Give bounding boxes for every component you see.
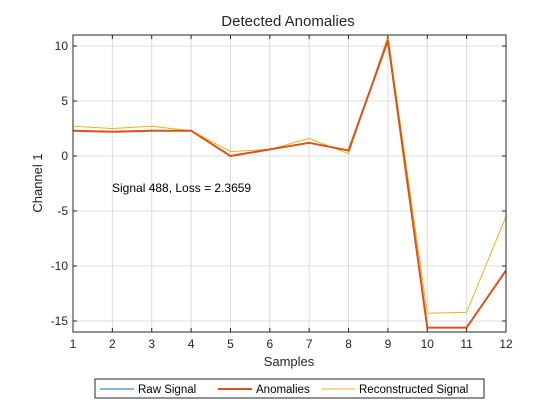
- x-tick-label: 6: [266, 337, 273, 351]
- legend-box: [94, 378, 485, 399]
- legend-label-reconstructed-signal: Reconstructed Signal: [359, 384, 468, 396]
- x-axis-label: Samples: [264, 354, 315, 369]
- legend-label-raw-signal: Raw Signal: [138, 384, 196, 396]
- x-tick-label: 11: [460, 337, 473, 351]
- y-tick-label: -10: [51, 259, 69, 273]
- x-tick-label: 3: [148, 337, 155, 351]
- axes-box: [72, 34, 507, 333]
- x-tick-label: 8: [345, 337, 352, 351]
- legend-label-anomalies: Anomalies: [256, 384, 310, 396]
- y-tick-label: -15: [51, 314, 69, 328]
- chart-title: Detected Anomalies: [221, 13, 354, 30]
- plot-series: [72, 35, 507, 329]
- x-tick-label: 2: [109, 337, 116, 351]
- legend: Raw Signal Anomalies Reconstructed Signal: [94, 378, 485, 399]
- x-tick-label: 7: [306, 337, 313, 351]
- series-line-anomalies: [72, 39, 507, 329]
- grid: [72, 35, 507, 332]
- x-tick-label: 5: [227, 337, 234, 351]
- x-tick-label: 4: [188, 337, 195, 351]
- y-tick-label: 10: [55, 39, 69, 53]
- y-tick-label: 5: [61, 94, 68, 108]
- x-tick-label: 9: [385, 337, 392, 351]
- series-line-reconstructed-signal: [72, 35, 507, 314]
- y-tick-label: 0: [61, 149, 68, 163]
- y-tick-label: -5: [57, 204, 68, 218]
- loss-annotation: Signal 488, Loss = 2.3659: [112, 181, 251, 195]
- x-tick-label: 12: [499, 337, 513, 351]
- x-tick-label: 10: [421, 337, 435, 351]
- y-axis-label: Channel 1: [30, 153, 45, 212]
- x-tick-label: 1: [70, 337, 77, 351]
